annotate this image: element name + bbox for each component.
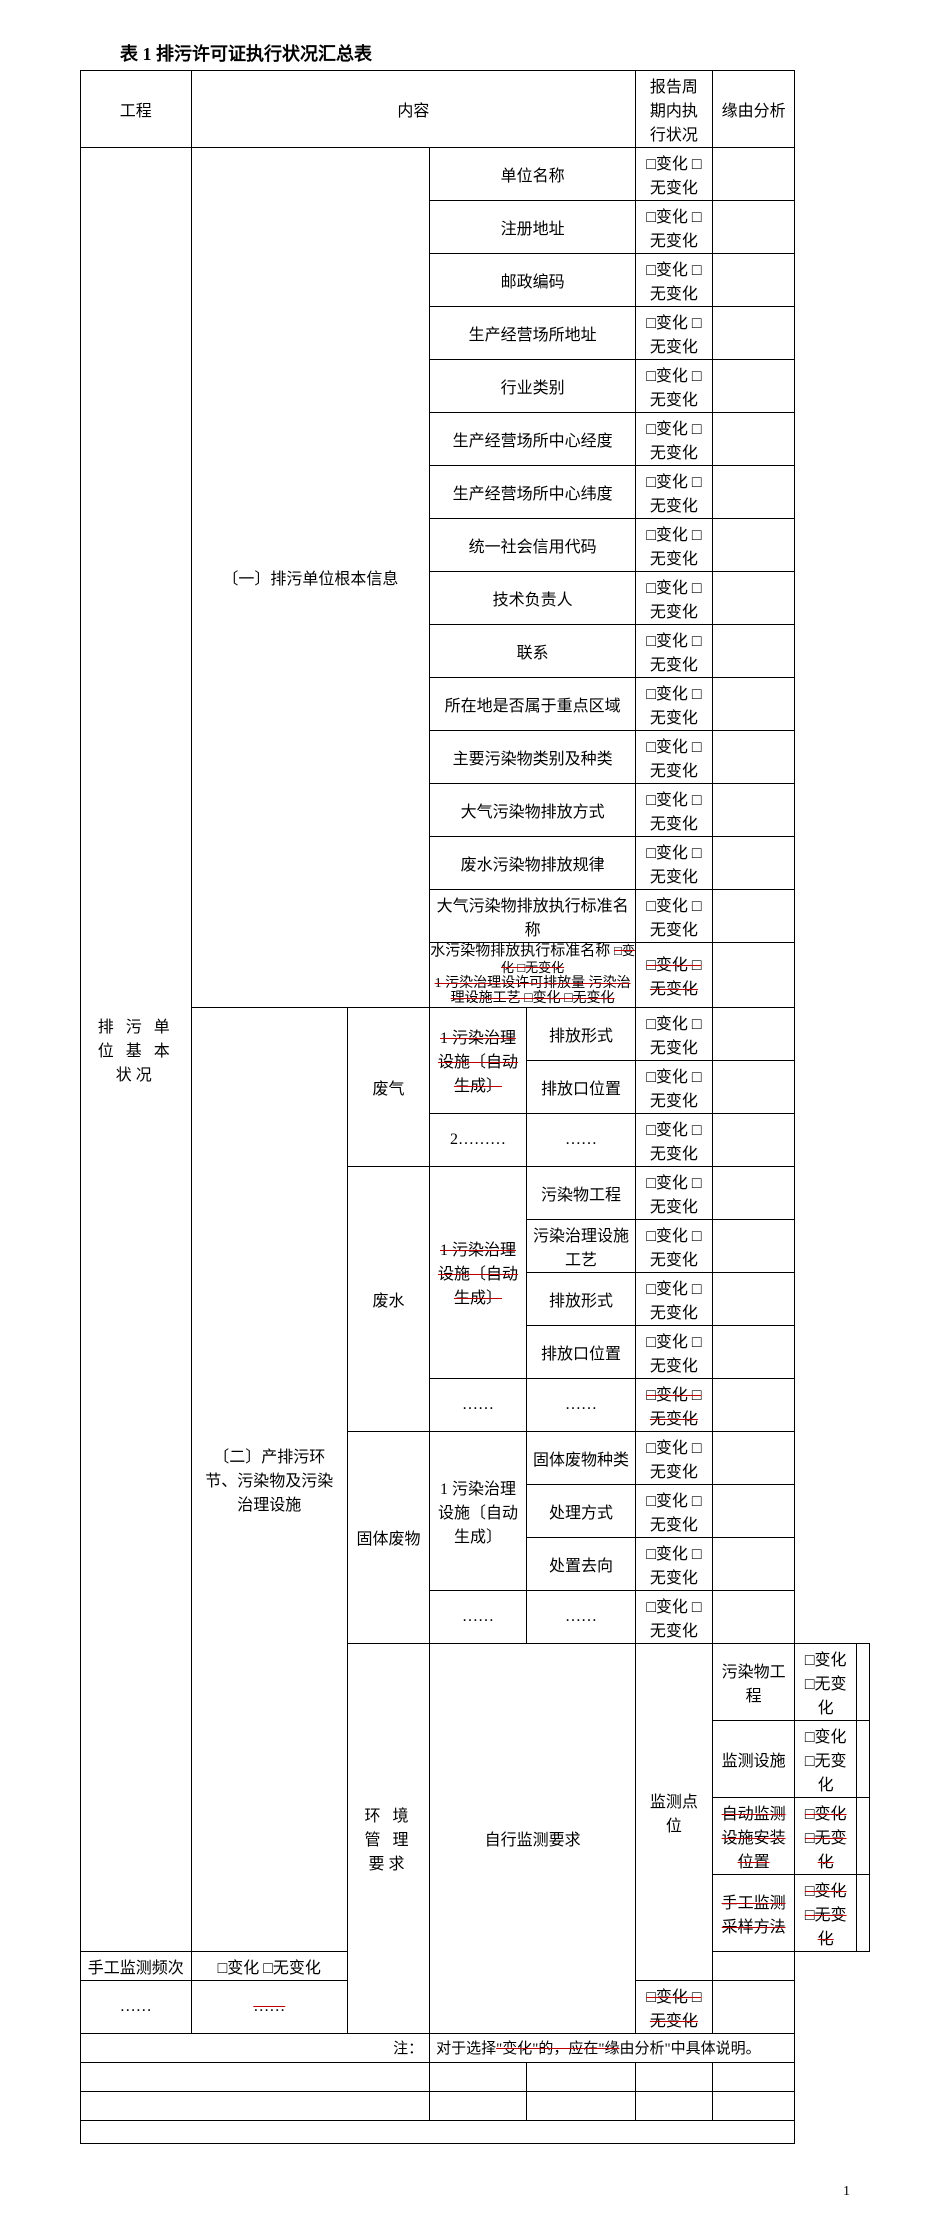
cell: 所在地是否属于重点区域 [430,678,636,731]
status: □变化 □无变化 [636,1537,713,1590]
facility-gas: 1 污染治理设施〔自动生成〕 [430,1007,527,1113]
section2-group: 环 境 管 理 要求 [347,1643,429,2033]
waste-gas: 废气 [347,1007,429,1166]
cell: 单位名称 [430,148,636,201]
status: □变化 □无变化 [636,360,713,413]
section1-sub1: 〔一〕排污单位根本信息 [191,148,430,1008]
table-title: 表 1 排污许可证执行状况汇总表 [120,40,870,66]
cell: 自动监测设施安装位置 [712,1797,795,1874]
cell: 固体废物种类 [526,1431,635,1484]
cell: 排放形式 [526,1272,635,1325]
cell: 生产经营场所地址 [430,307,636,360]
status: □变化 □无变化 [636,519,713,572]
status: □变化 □无变化 [636,1166,713,1219]
status: □变化 □无变化 [636,254,713,307]
dots: …… [526,1113,635,1166]
dots: …… [526,1378,635,1431]
hdr-col3: 报告周期内执行状况 [636,71,713,148]
cell: 废水污染物排放规律 [430,837,636,890]
summary-table: 工程 内容 报告周期内执行状况 缘由分析 排 污 单 位 基 本 状况 〔一〕排… [80,70,870,2144]
cell: 大气污染物排放方式 [430,784,636,837]
cell: 手工监测采样方法 [712,1874,795,1951]
cell: 手工监测频次 [81,1951,192,1980]
status: □变化 □无变化 [636,837,713,890]
waste-water: 废水 [347,1166,429,1431]
cell: 主要污染物类别及种类 [430,731,636,784]
status: □变化 □无变化 [636,678,713,731]
dots: …… [430,1378,527,1431]
status: □变化 □无变化 [636,572,713,625]
cell: 处置去向 [526,1537,635,1590]
status: □变化 □无变化 [636,784,713,837]
cell: 统一社会信用代码 [430,519,636,572]
cell: 排放形式 [526,1007,635,1060]
status: □变化 □无变化 [636,413,713,466]
note-label: 注： [81,2033,430,2062]
cell: 生产经营场所中心经度 [430,413,636,466]
section1-group: 排 污 单 位 基 本 状况 [81,148,192,1952]
status: □变化 □无变化 [191,1951,347,1980]
status: □变化 □无变化 [636,890,713,943]
status: □变化 □无变化 [636,1378,713,1431]
dots: …… [526,1590,635,1643]
status: □变化 □无变化 [795,1720,857,1797]
cell: 污染治理设施工艺 [526,1219,635,1272]
cell: 污染物工程 [712,1643,795,1720]
dots: 2……… [430,1113,527,1166]
cell: 邮政编码 [430,254,636,307]
hdr-col1: 工程 [81,71,192,148]
dots: …… [430,1590,527,1643]
status: □变化 □无变化 [636,1007,713,1060]
status: □变化 □无变化 [795,1874,857,1951]
status: □变化 □无变化 [636,201,713,254]
header-row: 工程 内容 报告周期内执行状况 缘由分析 [81,71,870,148]
status: □变化 □无变化 [795,1643,857,1720]
status: □变化 □无变化 [636,148,713,201]
section2-sub: 自行监测要求 [430,1643,636,2033]
cell: 排放口位置 [526,1325,635,1378]
cell: 污染物工程 [526,1166,635,1219]
status: □变化 □无变化 [636,731,713,784]
status: □变化 □无变化 [636,1431,713,1484]
monitor-point: 监测点位 [636,1643,713,1980]
status: □变化 □无变化 [636,943,713,1008]
overlap-cell: 水污染物排放执行标准名称 □变化 □无变化 1 污染治理设许可排放量 污染治理设… [430,943,636,1008]
status: □变化 □无变化 [636,1590,713,1643]
cell: 生产经营场所中心纬度 [430,466,636,519]
status: □变化 □无变化 [636,1484,713,1537]
solid-waste: 固体废物 [347,1431,429,1643]
cell: 联系 [430,625,636,678]
note-text: 对于选择"变化"的，应在"缘由分析"中具体说明。 [430,2033,795,2062]
status: □变化 □无变化 [636,1980,713,2033]
status: □变化 □无变化 [795,1797,857,1874]
facility-water: 1 污染治理设施〔自动生成〕 [430,1166,527,1378]
reason [712,148,795,201]
cell: 处理方式 [526,1484,635,1537]
cell: 大气污染物排放执行标准名称 [430,890,636,943]
status: □变化 □无变化 [636,625,713,678]
cell: 注册地址 [430,201,636,254]
cell: 排放口位置 [526,1060,635,1113]
status: □变化 □无变化 [636,1219,713,1272]
status: □变化 □无变化 [636,1060,713,1113]
cell: 监测设施 [712,1720,795,1797]
status: □变化 □无变化 [636,1113,713,1166]
cell: 行业类别 [430,360,636,413]
hdr-col2: 内容 [191,71,636,148]
dots: …… [81,1980,192,2033]
status: □变化 □无变化 [636,466,713,519]
cell: 技术负责人 [430,572,636,625]
status: □变化 □无变化 [636,307,713,360]
section1-sub2: 〔二〕产排污环节、污染物及污染治理设施 [191,1007,347,1951]
status: □变化 □无变化 [636,1325,713,1378]
page-number: 1 [80,2184,870,2200]
hdr-col4: 缘由分析 [712,71,795,148]
dots: …… [191,1980,347,2033]
facility-solid: 1 污染治理设施〔自动生成〕 [430,1431,527,1590]
status: □变化 □无变化 [636,1272,713,1325]
